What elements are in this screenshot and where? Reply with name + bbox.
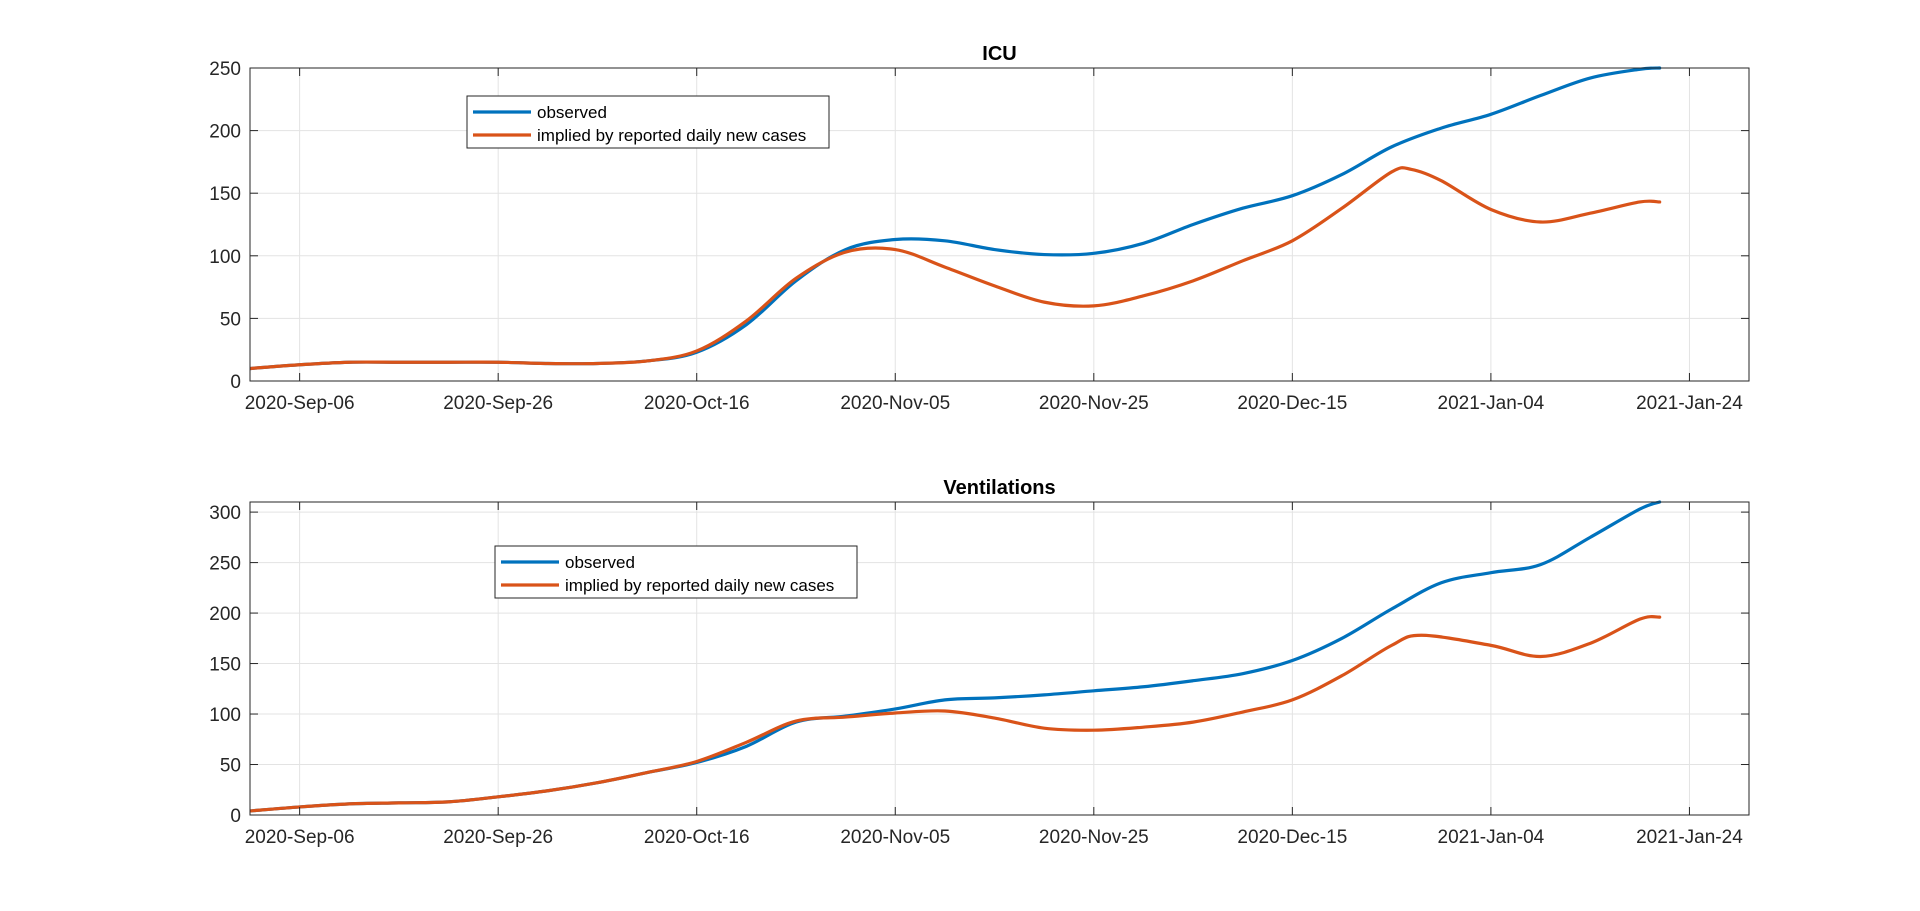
y-tick-label: 300 <box>209 503 241 524</box>
x-tick-label: 2020-Nov-25 <box>1039 393 1149 414</box>
x-tick-label: 2020-Dec-15 <box>1237 393 1347 414</box>
x-tick-label: 2021-Jan-24 <box>1636 827 1743 848</box>
chart-title: Ventilations <box>943 477 1055 499</box>
y-tick-label: 100 <box>209 247 241 268</box>
plot-area <box>250 502 1749 815</box>
legend-box <box>466 95 830 149</box>
y-tick-label: 0 <box>230 372 241 393</box>
x-tick-label: 2021-Jan-04 <box>1438 393 1545 414</box>
series-lines <box>250 66 1662 371</box>
legend-label: observed <box>565 553 635 572</box>
chart-title: ICU <box>982 43 1016 65</box>
x-tick-label: 2020-Nov-05 <box>840 393 950 414</box>
x-tick-label: 2020-Nov-25 <box>1039 827 1149 848</box>
y-tick-label: 250 <box>209 59 241 80</box>
legend: observed implied by reported daily new ca… <box>466 95 830 149</box>
legend-label: implied by reported daily new cases <box>565 576 834 595</box>
y-tick-label: 150 <box>209 184 241 205</box>
series-lines <box>250 500 1662 813</box>
legend-box <box>494 545 858 599</box>
x-tick-label: 2020-Sep-06 <box>245 827 355 848</box>
ticks: 2020-Sep-06 2020-Sep-26 2020-Oct-16 2020-No… <box>209 59 1749 414</box>
subplot-1: 2020-Sep-06 2020-Sep-26 2020-Oct-16 2020-No… <box>209 477 1750 848</box>
y-tick-label: 150 <box>209 655 241 676</box>
y-tick-label: 50 <box>220 309 241 330</box>
y-tick-label: 0 <box>230 806 241 827</box>
axes-box <box>249 67 1750 382</box>
x-tick-label: 2021-Jan-04 <box>1438 827 1545 848</box>
x-tick-label: 2020-Sep-26 <box>443 393 553 414</box>
legend: observed implied by reported daily new ca… <box>494 545 858 599</box>
y-tick-label: 200 <box>209 604 241 625</box>
x-tick-label: 2020-Sep-06 <box>245 393 355 414</box>
y-tick-label: 100 <box>209 705 241 726</box>
x-tick-label: 2020-Nov-05 <box>840 827 950 848</box>
x-tick-label: 2020-Dec-15 <box>1237 827 1347 848</box>
x-tick-label: 2020-Sep-26 <box>443 827 553 848</box>
y-tick-label: 50 <box>220 756 241 777</box>
x-tick-label: 2020-Oct-16 <box>644 393 750 414</box>
series-line-implied <box>250 166 1662 371</box>
y-tick-label: 250 <box>209 554 241 575</box>
legend-label: implied by reported daily new cases <box>537 126 806 145</box>
subplot-0: 2020-Sep-06 2020-Sep-26 2020-Oct-16 2020-No… <box>209 43 1750 414</box>
x-tick-label: 2020-Oct-16 <box>644 827 750 848</box>
ticks: 2020-Sep-06 2020-Sep-26 2020-Oct-16 2020-No… <box>209 502 1749 848</box>
legend-label: observed <box>537 103 607 122</box>
x-tick-label: 2021-Jan-24 <box>1636 393 1743 414</box>
series-line-implied <box>250 614 1662 813</box>
axes-box <box>249 501 1750 816</box>
y-tick-label: 200 <box>209 122 241 143</box>
